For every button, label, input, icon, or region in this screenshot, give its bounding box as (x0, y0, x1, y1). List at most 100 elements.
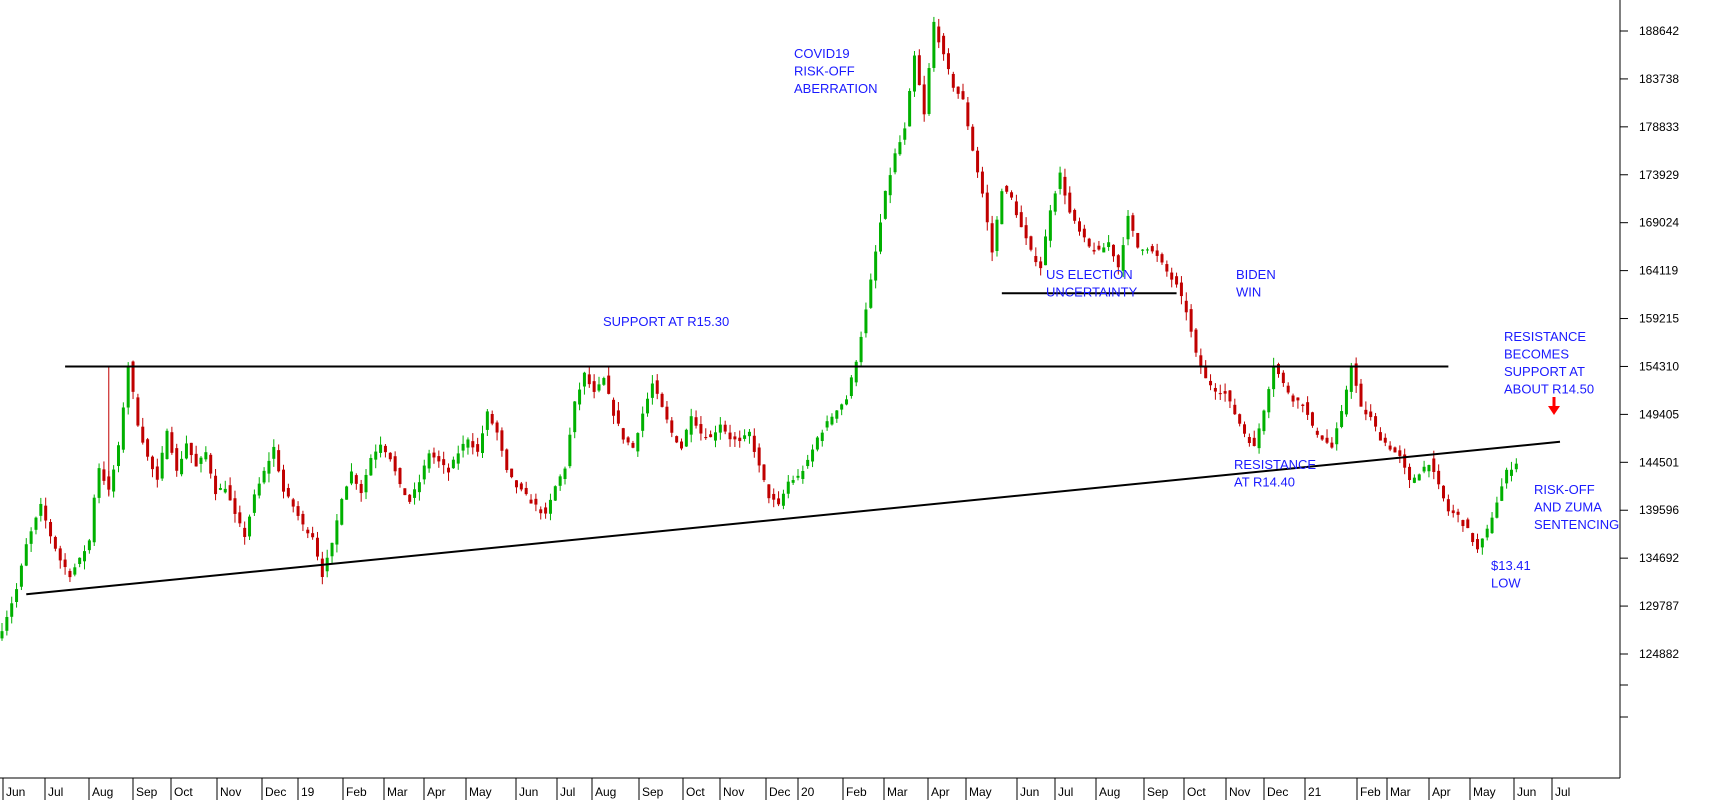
x-tick-label: Jun (519, 785, 538, 799)
candle-body (1058, 172, 1062, 189)
candle-body (456, 453, 460, 464)
candle-body (757, 447, 761, 466)
candle-body (1354, 363, 1358, 386)
candle-body (529, 499, 533, 504)
candle-body (180, 458, 184, 475)
x-tick-label: 20 (801, 785, 815, 799)
x-tick-label: Jul (1058, 785, 1073, 799)
candle-body (747, 431, 751, 437)
candle-body (1315, 430, 1319, 435)
candle-body (510, 468, 514, 478)
candle-body (675, 436, 679, 443)
y-tick-label: 134692 (1639, 551, 1679, 565)
candle-body (170, 432, 174, 453)
candle-body (272, 446, 276, 459)
candle-body (825, 421, 829, 428)
candle-body (733, 436, 737, 440)
candle-body (1238, 414, 1242, 424)
annotation-text: ABOUT R14.50 (1504, 382, 1594, 397)
y-tick-label: 188642 (1639, 24, 1679, 38)
candle-body (112, 469, 116, 492)
candle-body (1019, 212, 1023, 228)
candle-body (801, 470, 805, 479)
candle-body (68, 570, 72, 578)
candle-body (1456, 511, 1460, 515)
x-tick-label: Sep (642, 785, 664, 799)
candle-body (359, 483, 363, 494)
annotation-text: SUPPORT AT (1504, 364, 1585, 379)
candle-body (1213, 387, 1217, 392)
candle-body (1325, 437, 1329, 443)
candle-body (160, 452, 164, 479)
candle-body (102, 469, 106, 481)
x-tick-label: Sep (136, 785, 158, 799)
candle-body (1417, 474, 1421, 481)
candle-body (53, 536, 57, 549)
candle-body (233, 498, 237, 514)
candle-body (558, 476, 562, 486)
candle-body (485, 411, 489, 430)
candle-body (447, 467, 451, 473)
annotation-text: SUPPORT AT R15.30 (603, 314, 729, 329)
candle-body (311, 533, 315, 538)
candle-body (87, 540, 91, 551)
candle-body (1403, 454, 1407, 468)
candle-body (1175, 276, 1179, 285)
candle-body (379, 444, 383, 453)
candle-body (369, 457, 373, 476)
candle-body (815, 437, 819, 450)
candle-body (73, 567, 77, 575)
candle-body (403, 488, 407, 496)
candle-body (704, 437, 708, 439)
candle-body (1044, 236, 1048, 266)
candle-body (1262, 410, 1266, 432)
candle-body (932, 21, 936, 68)
candle-body (320, 558, 324, 578)
x-tick-label: May (969, 785, 992, 799)
candle-body (1252, 437, 1256, 447)
x-tick-label: Jun (6, 785, 25, 799)
candle-body (194, 453, 198, 467)
candle-body (1500, 486, 1504, 501)
candle-body (1378, 432, 1382, 441)
candle-body (1160, 254, 1164, 263)
candle-body (1194, 329, 1198, 353)
candle-body (19, 565, 23, 587)
x-tick-label: Oct (1187, 785, 1206, 799)
candle-body (859, 336, 863, 363)
candle-body (854, 361, 858, 383)
candle-body (820, 432, 824, 442)
x-tick-label: Mar (387, 785, 408, 799)
candle-body (408, 494, 412, 502)
candle-body (495, 422, 499, 433)
candle-body (1223, 391, 1227, 394)
candle-body (461, 443, 465, 451)
rising-trend-line (26, 440, 1561, 596)
x-tick-label: Jun (1020, 785, 1039, 799)
candle-body (1141, 249, 1145, 251)
y-tick-label: 139596 (1639, 503, 1679, 517)
candle-body (1310, 412, 1314, 426)
candle-body (864, 309, 868, 334)
candle-body (694, 417, 698, 426)
candle-body (49, 521, 53, 537)
candle-body (34, 517, 38, 530)
candle-body (1029, 236, 1033, 250)
candle-body (39, 503, 43, 516)
candle-body (1393, 447, 1397, 453)
candle-body (1243, 424, 1247, 434)
candle-body (995, 219, 999, 252)
annotation-text: $13.41 (1491, 558, 1531, 573)
candle-body (165, 430, 169, 460)
candle-body (592, 381, 596, 392)
candle-body (728, 432, 732, 440)
candle-body (1257, 428, 1261, 449)
candle-body (1150, 246, 1154, 252)
candle-body (155, 466, 159, 480)
candle-body (1010, 192, 1014, 198)
candle-body (718, 424, 722, 433)
candle-body (383, 445, 387, 453)
annotation-text: RESISTANCE (1504, 329, 1586, 344)
candle-body (1272, 366, 1276, 390)
